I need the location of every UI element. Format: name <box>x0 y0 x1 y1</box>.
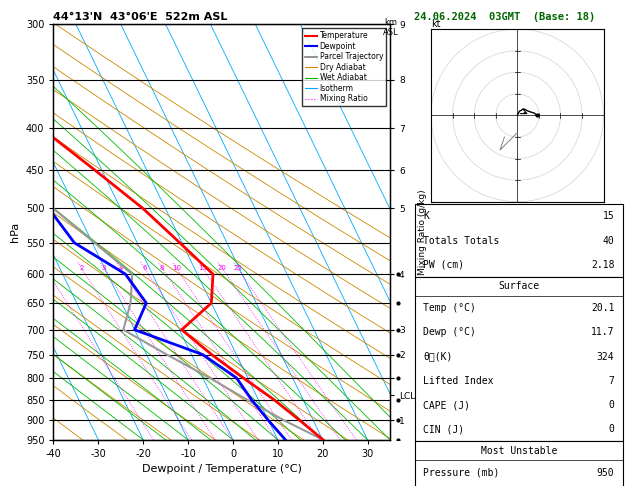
Text: 15: 15 <box>198 265 207 271</box>
Text: 2.18: 2.18 <box>591 260 615 270</box>
Text: 0: 0 <box>608 424 615 434</box>
Legend: Temperature, Dewpoint, Parcel Trajectory, Dry Adiabat, Wet Adiabat, Isotherm, Mi: Temperature, Dewpoint, Parcel Trajectory… <box>302 28 386 106</box>
Text: Totals Totals: Totals Totals <box>423 236 500 245</box>
Text: 15: 15 <box>603 211 615 221</box>
Text: CIN (J): CIN (J) <box>423 424 465 434</box>
Text: 6: 6 <box>142 265 147 271</box>
Text: 40: 40 <box>603 236 615 245</box>
Text: 950: 950 <box>597 468 615 478</box>
Text: kt: kt <box>431 19 440 29</box>
Text: 24.06.2024  03GMT  (Base: 18): 24.06.2024 03GMT (Base: 18) <box>414 12 595 22</box>
Text: Most Unstable: Most Unstable <box>481 446 557 456</box>
Text: 20: 20 <box>218 265 226 271</box>
Text: 324: 324 <box>597 351 615 362</box>
Text: 11.7: 11.7 <box>591 327 615 337</box>
Text: 10: 10 <box>172 265 181 271</box>
Text: 8: 8 <box>160 265 165 271</box>
Text: 20.1: 20.1 <box>591 303 615 313</box>
Text: km
ASL: km ASL <box>384 18 399 37</box>
Text: Lifted Index: Lifted Index <box>423 376 494 386</box>
Text: Temp (°C): Temp (°C) <box>423 303 476 313</box>
Text: Pressure (mb): Pressure (mb) <box>423 468 500 478</box>
Bar <box>415 277 623 441</box>
Bar <box>415 441 623 486</box>
Text: 0: 0 <box>608 400 615 410</box>
Text: 7: 7 <box>608 376 615 386</box>
Text: CAPE (J): CAPE (J) <box>423 400 470 410</box>
Text: 4: 4 <box>118 265 123 271</box>
Y-axis label: Mixing Ratio (g/kg): Mixing Ratio (g/kg) <box>418 189 427 275</box>
Text: θᴀ(K): θᴀ(K) <box>423 351 453 362</box>
Text: 44°13'N  43°06'E  522m ASL: 44°13'N 43°06'E 522m ASL <box>53 12 228 22</box>
Text: 25: 25 <box>233 265 242 271</box>
Text: Dewp (°C): Dewp (°C) <box>423 327 476 337</box>
Text: 2: 2 <box>79 265 84 271</box>
X-axis label: Dewpoint / Temperature (°C): Dewpoint / Temperature (°C) <box>142 465 302 474</box>
Text: 3: 3 <box>102 265 106 271</box>
Text: PW (cm): PW (cm) <box>423 260 465 270</box>
Text: K: K <box>423 211 430 221</box>
Text: Surface: Surface <box>498 281 540 292</box>
Bar <box>415 204 623 277</box>
Y-axis label: hPa: hPa <box>10 222 20 242</box>
